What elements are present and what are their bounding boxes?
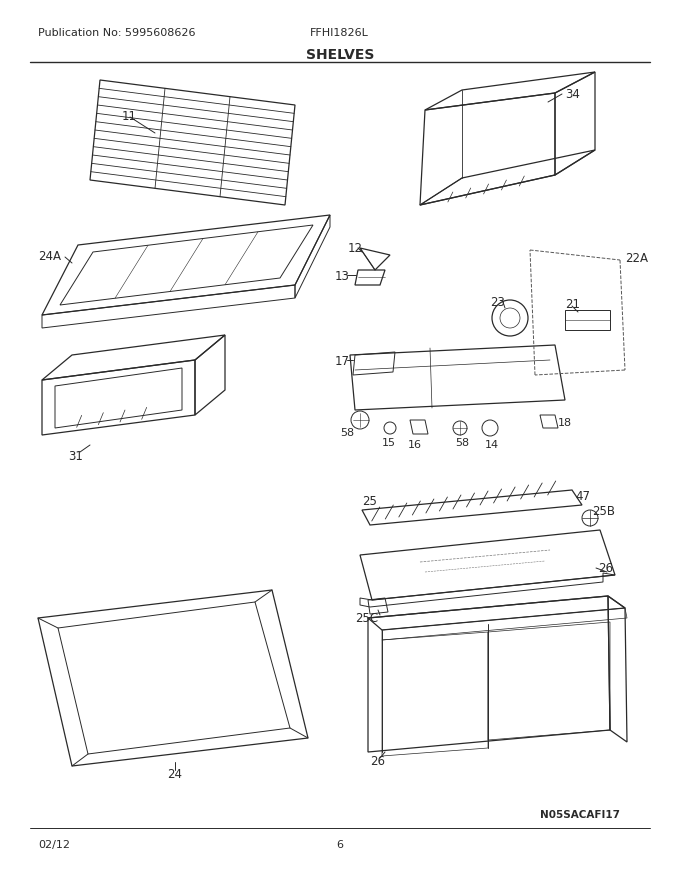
Text: FFHI1826L: FFHI1826L — [310, 28, 369, 38]
Text: 24A: 24A — [38, 250, 61, 263]
Text: 34: 34 — [565, 88, 580, 101]
Text: 26: 26 — [598, 562, 613, 575]
Text: 02/12: 02/12 — [38, 840, 70, 850]
Text: 25C: 25C — [355, 612, 378, 625]
Text: 17: 17 — [335, 355, 350, 368]
Text: 23: 23 — [490, 296, 505, 309]
Text: 24: 24 — [167, 768, 182, 781]
Text: 25: 25 — [362, 495, 377, 508]
Text: 13: 13 — [335, 270, 350, 283]
Text: 15: 15 — [382, 438, 396, 448]
Text: 58: 58 — [340, 428, 354, 438]
Text: 26: 26 — [370, 755, 385, 768]
Text: 31: 31 — [68, 450, 83, 463]
Text: 16: 16 — [408, 440, 422, 450]
Text: Publication No: 5995608626: Publication No: 5995608626 — [38, 28, 196, 38]
Text: 18: 18 — [558, 418, 572, 428]
Text: 6: 6 — [337, 840, 343, 850]
Text: 25B: 25B — [592, 505, 615, 518]
Text: 12: 12 — [348, 242, 363, 255]
Text: 21: 21 — [565, 298, 580, 311]
Text: 58: 58 — [455, 438, 469, 448]
Text: 11: 11 — [122, 110, 137, 123]
Text: 47: 47 — [575, 490, 590, 503]
Text: 14: 14 — [485, 440, 499, 450]
Text: N05SACAFI17: N05SACAFI17 — [540, 810, 620, 820]
Text: SHELVES: SHELVES — [306, 48, 374, 62]
Text: 22A: 22A — [625, 252, 648, 265]
